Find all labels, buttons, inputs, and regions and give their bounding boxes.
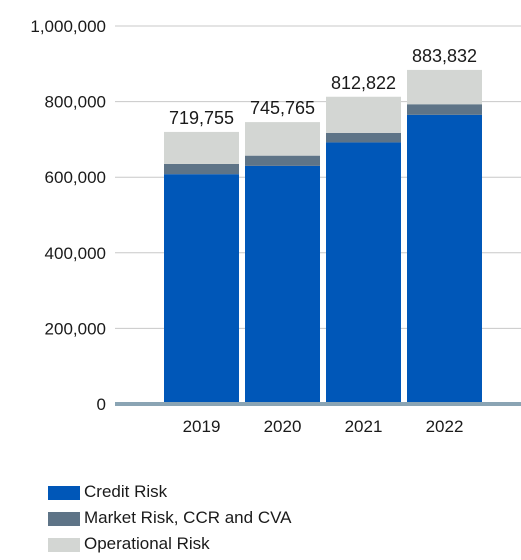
bar-segment-market-risk-ccr-and-cva-2021 [326,132,401,143]
total-label-2019: 719,755 [169,108,234,128]
bar-segment-credit-risk-2019 [164,174,239,404]
bar-segment-market-risk-ccr-and-cva-2022 [407,104,482,115]
bar-segment-operational-risk-2019 [164,131,239,164]
y-tick-label: 0 [97,395,106,414]
stacked-bar-chart: 0 200,000 400,000 600,000 800,000 1,000,000 2… [30,17,521,436]
bar-segment-operational-risk-2020 [245,122,320,156]
x-tick-label-2020: 2020 [264,417,302,436]
bars [164,69,482,404]
legend-swatch-credit-risk [48,486,80,500]
bar-segment-market-risk-ccr-and-cva-2019 [164,163,239,175]
y-tick-label: 200,000 [45,319,106,338]
bar-segment-operational-risk-2022 [407,69,482,105]
total-label-2021: 812,822 [331,73,396,93]
y-tick-label: 800,000 [45,93,106,112]
legend-label-credit-risk: Credit Risk [84,482,168,501]
x-tick-label-2021: 2021 [345,417,383,436]
legend-label-market-risk: Market Risk, CCR and CVA [84,508,292,527]
y-tick-label: 1,000,000 [30,17,106,36]
bar-segment-credit-risk-2021 [326,142,401,404]
total-label-2020: 745,765 [250,98,315,118]
y-axis-labels: 0 200,000 400,000 600,000 800,000 1,000,000 [30,17,106,414]
total-label-2022: 883,832 [412,46,477,66]
y-tick-label: 600,000 [45,168,106,187]
x-tick-label-2022: 2022 [426,417,464,436]
total-labels: 719,755 745,765 812,822 883,832 [169,46,477,128]
legend-swatch-operational-risk [48,538,80,552]
bar-segment-market-risk-ccr-and-cva-2020 [245,155,320,166]
x-axis-labels: 2019 2020 2021 2022 [183,417,464,436]
y-tick-label: 400,000 [45,244,106,263]
legend-label-operational-risk: Operational Risk [84,534,210,553]
x-tick-label-2019: 2019 [183,417,221,436]
bar-segment-credit-risk-2020 [245,165,320,404]
bar-segment-operational-risk-2021 [326,96,401,133]
bar-segment-credit-risk-2022 [407,114,482,404]
legend-swatch-market-risk [48,512,80,526]
